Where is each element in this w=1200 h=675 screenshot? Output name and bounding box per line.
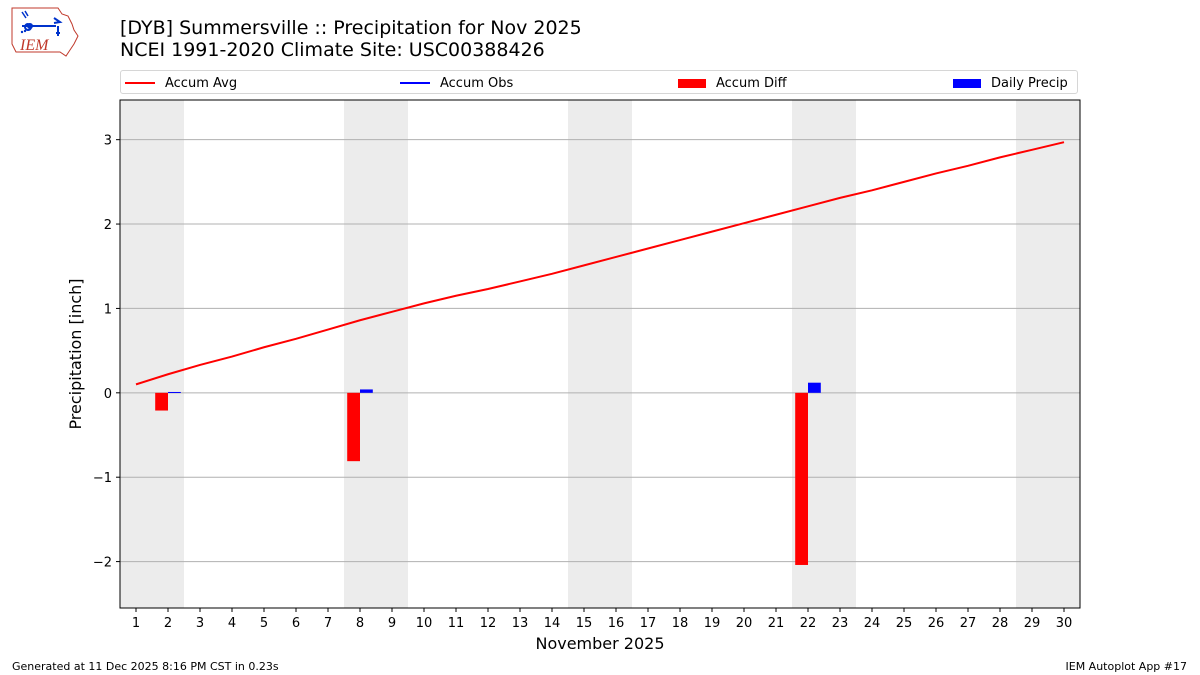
y-tick-label: 3 <box>104 134 112 149</box>
y-tick-label: −1 <box>93 471 112 486</box>
x-tick-label: 26 <box>928 616 945 631</box>
x-tick-label: 24 <box>864 616 881 631</box>
x-tick-label: 3 <box>196 616 204 631</box>
legend-label: Accum Diff <box>716 75 787 91</box>
legend-item-accum-obs: Accum Obs <box>400 74 513 92</box>
x-tick-label: 18 <box>672 616 689 631</box>
weekend-shading <box>568 100 632 608</box>
x-tick-label: 5 <box>260 616 268 631</box>
x-tick-label: 16 <box>608 616 625 631</box>
accum-diff-bar <box>795 392 808 565</box>
y-tick-label: 2 <box>104 218 112 233</box>
x-tick-label: 27 <box>960 616 977 631</box>
x-tick-label: 30 <box>1056 616 1073 631</box>
y-tick-label: −2 <box>93 556 112 571</box>
x-tick-label: 17 <box>640 616 657 631</box>
x-axis-label: November 2025 <box>535 634 665 653</box>
accum-diff-bar <box>347 392 360 462</box>
x-tick-label: 28 <box>992 616 1009 631</box>
x-tick-label: 8 <box>356 616 364 631</box>
x-tick-label: 14 <box>544 616 561 631</box>
daily-precip-bar <box>808 382 821 393</box>
x-tick-label: 19 <box>704 616 721 631</box>
legend-swatch-red-line <box>125 82 155 84</box>
chart-title: [DYB] Summersville :: Precipitation for … <box>120 17 582 61</box>
x-tick-label: 15 <box>576 616 593 631</box>
chart-legend: Accum Avg Accum Obs Accum Diff Daily Pre… <box>120 70 1078 94</box>
legend-swatch-blue-bar <box>953 78 981 88</box>
daily-precip-bar <box>360 389 373 393</box>
x-tick-label: 6 <box>292 616 300 631</box>
legend-swatch-blue-line <box>400 82 430 84</box>
x-tick-label: 13 <box>512 616 529 631</box>
legend-item-accum-diff: Accum Diff <box>678 74 787 92</box>
chart-title-line2: NCEI 1991-2020 Climate Site: USC00388426 <box>120 39 545 61</box>
y-tick-label: 0 <box>104 387 112 402</box>
weekend-shading <box>344 100 408 608</box>
x-tick-label: 22 <box>800 616 817 631</box>
chart-title-line1: [DYB] Summersville :: Precipitation for … <box>120 17 582 39</box>
legend-label: Daily Precip <box>991 75 1068 91</box>
x-tick-label: 1 <box>132 616 140 631</box>
y-tick-label: 1 <box>104 302 112 317</box>
daily-precip-bar <box>168 391 181 393</box>
weekend-shading <box>792 100 856 608</box>
plot-frame <box>119 99 1081 609</box>
x-tick-label: 29 <box>1024 616 1041 631</box>
x-tick-label: 2 <box>164 616 172 631</box>
y-axis-label: Precipitation [inch] <box>66 278 85 430</box>
generated-timestamp: Generated at 11 Dec 2025 8:16 PM CST in … <box>12 660 279 673</box>
x-tick-label: 7 <box>324 616 332 631</box>
iem-logo: IEM <box>11 7 79 57</box>
legend-label: Accum Avg <box>165 75 238 91</box>
x-tick-label: 12 <box>480 616 497 631</box>
x-tick-label: 21 <box>768 616 785 631</box>
app-credit: IEM Autoplot App #17 <box>1065 660 1188 673</box>
accum-diff-bar <box>155 392 168 411</box>
x-tick-label: 9 <box>388 616 396 631</box>
svg-text:IEM: IEM <box>19 37 50 54</box>
legend-item-accum-avg: Accum Avg <box>125 74 237 92</box>
legend-label: Accum Obs <box>440 75 514 91</box>
legend-item-daily-precip: Daily Precip <box>953 74 1068 92</box>
x-tick-label: 10 <box>416 616 433 631</box>
x-tick-label: 23 <box>832 616 849 631</box>
x-tick-label: 4 <box>228 616 236 631</box>
weekend-shading <box>1016 100 1080 608</box>
legend-swatch-red-bar <box>678 78 706 88</box>
weekend-shading <box>120 100 184 608</box>
x-tick-label: 25 <box>896 616 913 631</box>
accum-avg-line <box>135 141 1065 386</box>
x-tick-label: 11 <box>448 616 465 631</box>
x-tick-label: 20 <box>736 616 753 631</box>
